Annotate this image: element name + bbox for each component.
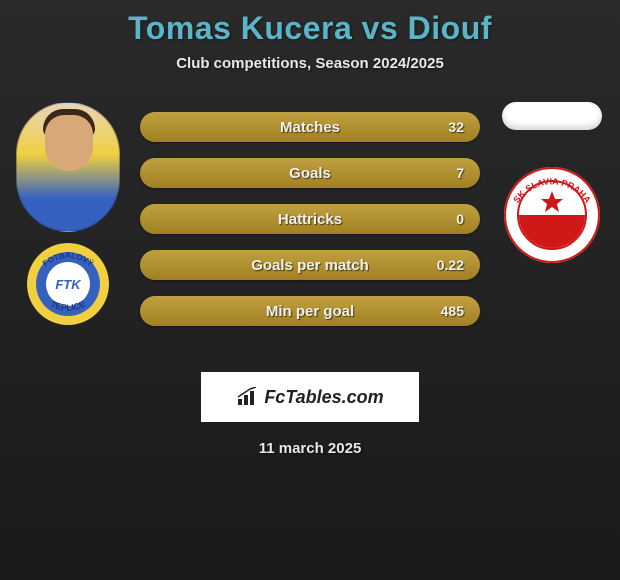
stat-label: Min per goal	[266, 303, 354, 320]
right-club-badge: SK SLAVIA PRAHA FOTBAL	[502, 165, 602, 265]
right-player-placeholder	[502, 102, 602, 130]
branding-box: FcTables.com	[201, 372, 419, 422]
stat-row-mpg: Min per goal 485	[140, 296, 480, 326]
stat-value-right: 7	[456, 165, 464, 181]
svg-text:FTK: FTK	[55, 277, 82, 292]
left-player-photo	[16, 102, 120, 232]
left-column: FOTBALOVÝ TEPLICE FTK	[8, 102, 128, 326]
stat-label: Hattricks	[278, 211, 342, 228]
stats-list: Matches 32 Goals 7 Hattricks 0 Goals per…	[140, 112, 480, 342]
date-label: 11 march 2025	[0, 440, 620, 457]
stat-row-matches: Matches 32	[140, 112, 480, 142]
subtitle: Club competitions, Season 2024/2025	[0, 55, 620, 72]
left-club-badge: FOTBALOVÝ TEPLICE FTK	[26, 242, 110, 326]
chart-icon	[236, 387, 260, 407]
stat-label: Matches	[280, 119, 340, 136]
stat-row-hattricks: Hattricks 0	[140, 204, 480, 234]
branding-text: FcTables.com	[264, 387, 383, 408]
stat-value-right: 0	[456, 211, 464, 227]
page-title: Tomas Kucera vs Diouf	[0, 0, 620, 47]
stat-value-right: 0.22	[437, 257, 464, 273]
stat-label: Goals per match	[251, 257, 369, 274]
stat-value-right: 485	[441, 303, 464, 319]
stat-label: Goals	[289, 165, 331, 182]
right-column: SK SLAVIA PRAHA FOTBAL	[492, 102, 612, 265]
comparison-panel: FOTBALOVÝ TEPLICE FTK Matches 32 Goals 7…	[0, 102, 620, 362]
stat-row-goals: Goals 7	[140, 158, 480, 188]
stat-row-gpm: Goals per match 0.22	[140, 250, 480, 280]
stat-value-right: 32	[448, 119, 464, 135]
player-head-shape	[45, 115, 93, 171]
